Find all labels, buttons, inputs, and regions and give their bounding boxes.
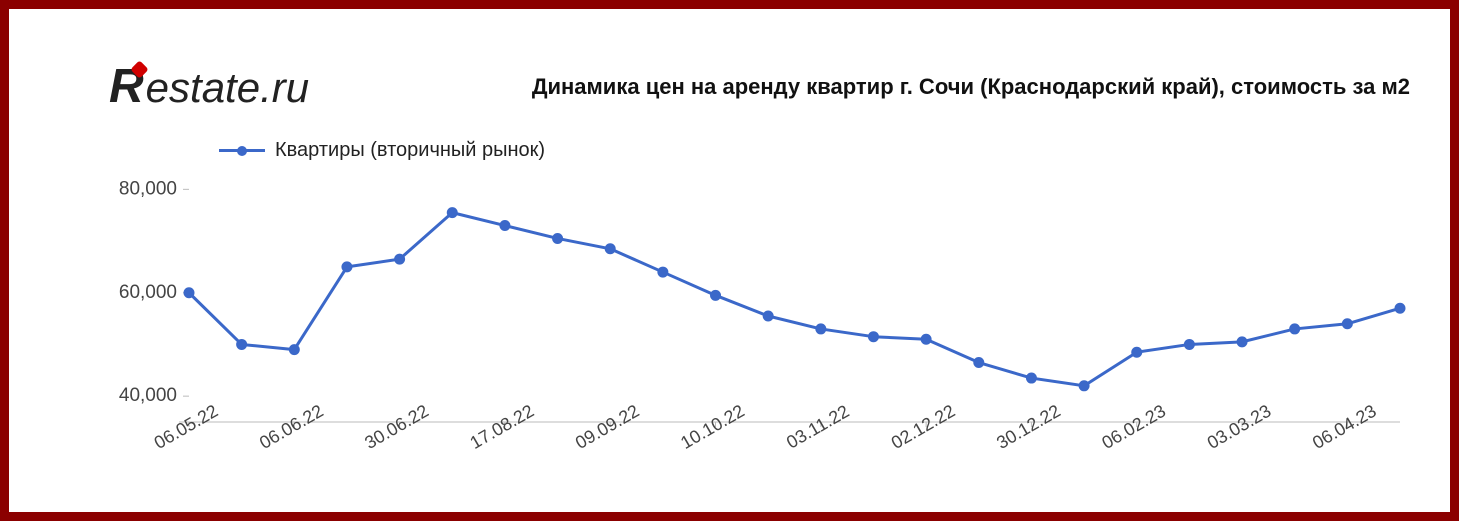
x-tick-label: 03.11.22 xyxy=(783,401,853,453)
x-tick-label: 06.06.22 xyxy=(256,401,327,453)
x-tick-label: 09.09.22 xyxy=(572,401,643,453)
x-tick-label: 17.08.22 xyxy=(467,401,538,453)
x-tick-label: 30.12.22 xyxy=(993,401,1064,453)
header: R estate.ru Динамика цен на аренду кварт… xyxy=(109,59,1410,114)
y-tick-label: 80,000 xyxy=(119,178,177,199)
x-tick-label: 10.10.22 xyxy=(677,401,748,453)
chart-title: Динамика цен на аренду квартир г. Сочи (… xyxy=(532,74,1410,100)
x-tick-label: 06.02.23 xyxy=(1098,401,1169,453)
chart-frame: R estate.ru Динамика цен на аренду кварт… xyxy=(0,0,1459,521)
logo-rest: estate.ru xyxy=(146,64,309,112)
x-tick-label: 03.03.23 xyxy=(1204,401,1275,453)
x-tick-label: 06.04.23 xyxy=(1309,401,1380,453)
x-tick-label: 30.06.22 xyxy=(361,401,432,453)
logo: R estate.ru xyxy=(109,59,309,114)
y-tick-label: 40,000 xyxy=(119,385,177,406)
legend-label: Квартиры (вторичный рынок) xyxy=(275,139,545,162)
legend: Квартиры (вторичный рынок) xyxy=(219,139,545,162)
line-chart: 40,000 60,000 80,000 06.05.22 06.06.22 30.06.… xyxy=(89,139,1420,492)
logo-r: R xyxy=(109,59,144,114)
x-tick-label: 06.05.22 xyxy=(151,401,222,453)
x-tick-label: 02.12.22 xyxy=(888,401,959,453)
y-tick-label: 60,000 xyxy=(119,282,177,303)
chart-area: Квартиры (вторичный рынок) 40,000 60,000 8… xyxy=(89,139,1420,492)
legend-swatch xyxy=(219,149,265,152)
